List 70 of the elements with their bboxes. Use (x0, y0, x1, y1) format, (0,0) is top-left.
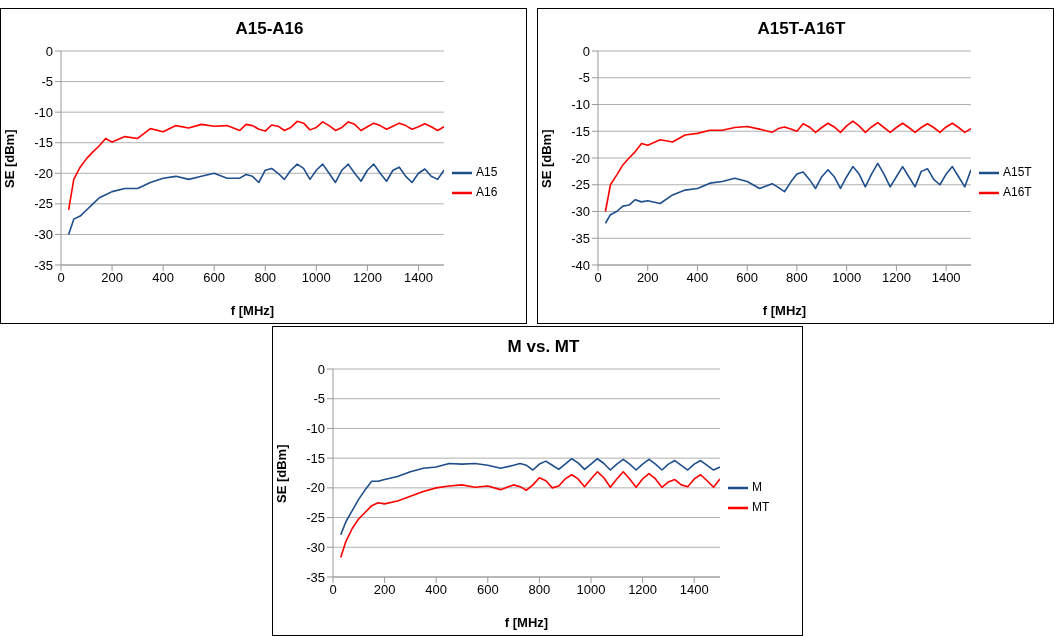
y-tick-label: -30 (571, 204, 590, 220)
x-tick-label: 800 (254, 270, 277, 286)
y-tick-label: -5 (313, 391, 325, 407)
y-axis-title: SE [dBm] (1, 129, 17, 188)
x-tick-label: 800 (786, 270, 808, 286)
x-axis-title: f [MHz] (230, 303, 275, 318)
line-series (604, 120, 971, 213)
y-tick-label: -25 (34, 196, 53, 212)
y-tick-label: -10 (571, 97, 590, 113)
chart-title: A15-A16 (234, 19, 305, 39)
y-tick-label: 0 (582, 43, 590, 59)
legend-label: MT (752, 500, 770, 515)
x-axis-title: f [MHz] (762, 303, 807, 318)
line-series (67, 120, 444, 211)
legend-label: A16T (1003, 185, 1032, 200)
x-tick-label: 200 (373, 582, 396, 598)
line-series (604, 162, 971, 225)
y-tick-label: -5 (578, 70, 590, 86)
y-tick-label: -10 (306, 421, 325, 437)
y-axis-title: SE [dBm] (538, 129, 554, 188)
y-tick-label: -5 (41, 74, 53, 90)
x-tick-label: 600 (476, 582, 499, 598)
y-tick-label: -30 (34, 227, 53, 243)
chart-title: A15T-A16T (756, 19, 847, 39)
x-tick-label: 1400 (931, 270, 961, 286)
line-series (67, 163, 444, 236)
x-tick-label: 200 (636, 270, 659, 286)
y-tick-label: -35 (571, 230, 590, 246)
line-series (339, 471, 720, 559)
legend-label: A15 (476, 165, 498, 180)
x-tick-label: 1000 (301, 270, 331, 286)
y-tick-label: -40 (571, 257, 590, 273)
y-tick-label: -25 (571, 177, 590, 193)
legend-label: M (752, 480, 762, 495)
y-axis-title: SE [dBm] (273, 444, 289, 503)
y-tick-label: -30 (306, 539, 325, 555)
y-tick-label: -20 (34, 165, 53, 181)
y-tick-label: -10 (34, 104, 53, 120)
y-tick-label: -35 (34, 257, 53, 273)
y-tick-label: 0 (317, 361, 325, 377)
x-tick-label: 1200 (628, 582, 658, 598)
x-tick-label: 0 (594, 270, 602, 286)
legend-label: A15T (1003, 165, 1032, 180)
x-tick-label: 0 (57, 270, 65, 286)
x-tick-label: 400 (686, 270, 709, 286)
chart-title: M vs. MT (506, 337, 581, 357)
y-tick-label: -15 (306, 450, 325, 466)
x-tick-label: 0 (329, 582, 337, 598)
legend-label: A16 (476, 185, 498, 200)
x-tick-label: 1000 (576, 582, 606, 598)
x-tick-label: 600 (736, 270, 759, 286)
x-tick-label: 600 (203, 270, 226, 286)
y-tick-label: 0 (45, 43, 53, 59)
x-tick-label: 1400 (404, 270, 433, 286)
y-tick-label: -20 (306, 480, 325, 496)
y-tick-label: -35 (306, 569, 325, 585)
y-tick-label: -25 (306, 510, 325, 526)
x-tick-label: 1400 (679, 582, 709, 598)
x-tick-label: 400 (152, 270, 174, 286)
y-tick-label: -15 (571, 123, 590, 139)
y-tick-label: -20 (571, 150, 590, 166)
x-tick-label: 1200 (352, 270, 382, 286)
x-axis-title: f [MHz] (504, 615, 549, 630)
x-tick-label: 400 (425, 582, 448, 598)
x-tick-label: 1200 (881, 270, 911, 286)
y-tick-label: -15 (34, 135, 53, 151)
x-tick-label: 200 (101, 270, 123, 286)
line-series (339, 457, 720, 536)
x-tick-label: 800 (528, 582, 551, 598)
x-tick-label: 1000 (832, 270, 862, 286)
